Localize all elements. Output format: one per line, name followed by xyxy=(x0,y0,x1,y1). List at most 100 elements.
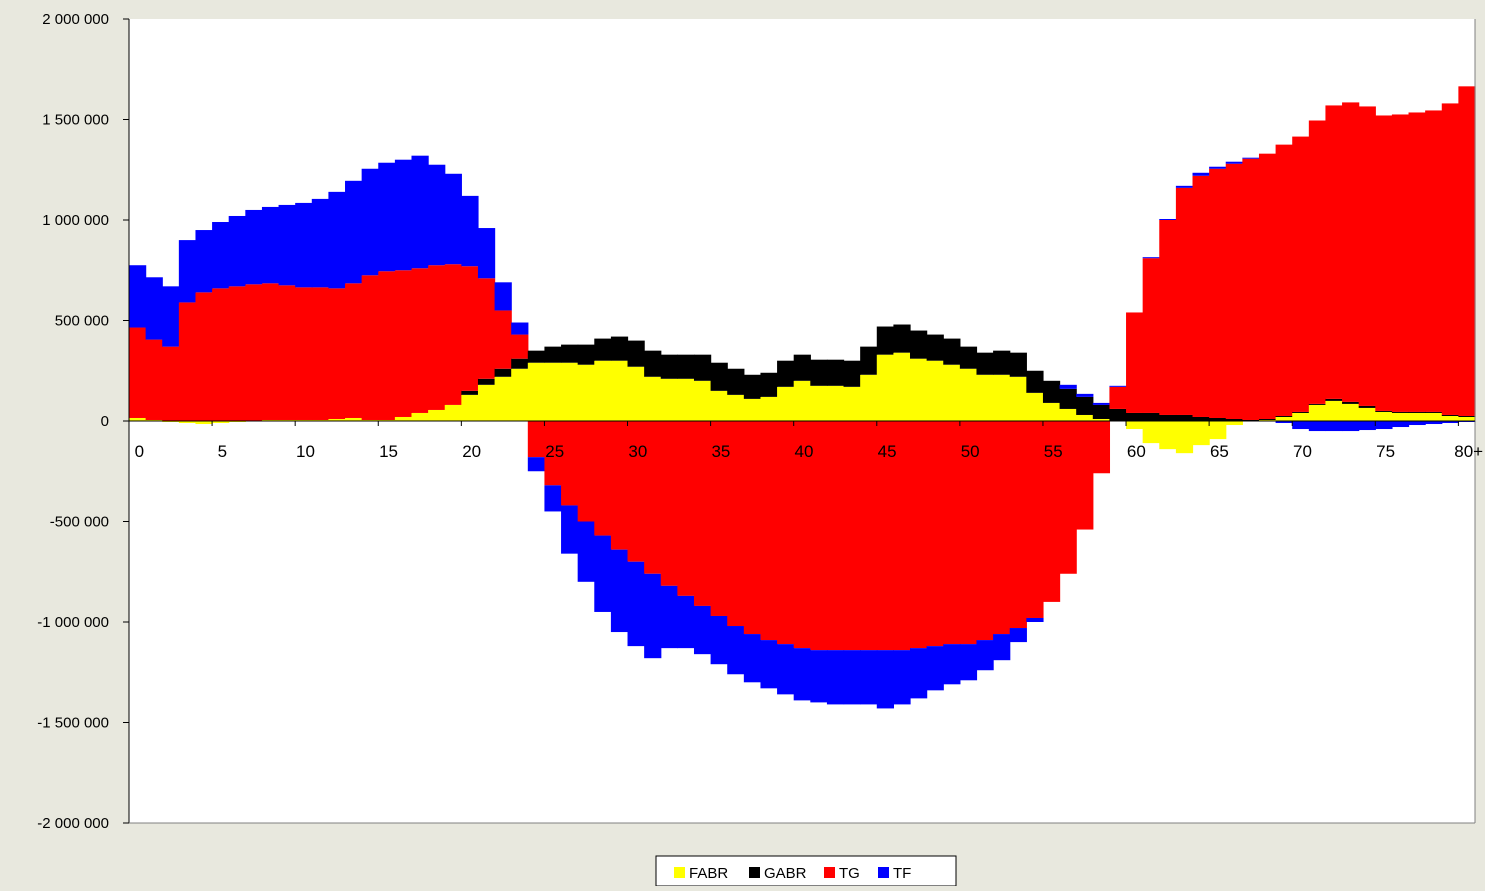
bar-fabr-64 xyxy=(1192,421,1210,446)
bar-tg-10 xyxy=(295,287,313,420)
bar-fabr-58 xyxy=(1092,418,1111,421)
bar-tg-16 xyxy=(394,270,413,417)
bar-tg-4 xyxy=(195,292,213,421)
bar-tg-0 xyxy=(129,327,147,418)
bar-gabr-62 xyxy=(1159,414,1177,421)
bar-tf-59 xyxy=(1109,385,1127,387)
bar-gabr-45 xyxy=(876,326,894,355)
bar-tf-76 xyxy=(1391,421,1410,428)
bar-fabr-38 xyxy=(760,396,778,421)
bar-tg-65 xyxy=(1209,168,1227,418)
bar-tg-38 xyxy=(760,421,778,641)
legend-box xyxy=(655,855,957,887)
x-tick-label: 65 xyxy=(1210,442,1229,461)
bar-fabr-79 xyxy=(1441,415,1459,421)
bar-tf-46 xyxy=(893,650,911,705)
bar-tf-10 xyxy=(295,202,313,288)
bar-tg-61 xyxy=(1142,258,1160,413)
bar-gabr-74 xyxy=(1358,405,1376,408)
bar-tg-29 xyxy=(610,421,629,550)
bar-gabr-53 xyxy=(1009,352,1027,377)
bar-tg-47 xyxy=(910,421,928,649)
y-tick-label: 1 000 000 xyxy=(42,212,109,229)
bar-tf-5 xyxy=(212,222,230,289)
bar-tg-73 xyxy=(1342,102,1360,402)
bar-fabr-69 xyxy=(1275,416,1293,421)
bar-fabr-44 xyxy=(860,374,878,421)
bar-tg-72 xyxy=(1325,105,1343,399)
bar-fabr-74 xyxy=(1358,407,1376,421)
bar-tg-50 xyxy=(959,421,978,645)
bar-fabr-60 xyxy=(1126,421,1144,430)
bar-fabr-63 xyxy=(1175,421,1194,454)
bar-fabr-71 xyxy=(1308,404,1327,421)
bar-tf-1 xyxy=(145,277,163,340)
bar-gabr-51 xyxy=(976,352,994,375)
bar-fabr-25 xyxy=(544,362,562,421)
bar-tg-71 xyxy=(1308,120,1327,404)
bar-gabr-63 xyxy=(1175,414,1194,421)
bar-tf-67 xyxy=(1242,157,1260,159)
bar-tg-1 xyxy=(145,339,163,420)
bar-tf-41 xyxy=(810,650,828,703)
bar-tf-7 xyxy=(245,209,263,285)
bar-tg-54 xyxy=(1026,421,1044,618)
bar-tf-45 xyxy=(876,650,894,709)
bar-gabr-40 xyxy=(793,354,811,381)
bar-tg-76 xyxy=(1391,114,1410,412)
bar-gabr-66 xyxy=(1225,418,1243,421)
x-tick-label: 40 xyxy=(795,442,814,461)
bar-tg-78 xyxy=(1425,110,1443,412)
bar-gabr-28 xyxy=(594,338,612,361)
bar-gabr-31 xyxy=(644,350,662,377)
bar-fabr-27 xyxy=(577,364,595,421)
bar-tf-62 xyxy=(1159,219,1177,220)
bar-gabr-58 xyxy=(1092,404,1111,419)
bar-tf-63 xyxy=(1175,185,1194,188)
bar-tf-61 xyxy=(1142,257,1160,259)
bar-fabr-61 xyxy=(1142,421,1160,444)
bar-tf-35 xyxy=(710,615,728,665)
bar-tf-69 xyxy=(1275,421,1293,424)
bar-tf-44 xyxy=(860,650,878,705)
y-tick-label: 0 xyxy=(101,413,109,430)
bar-tg-30 xyxy=(627,421,645,562)
bar-tf-36 xyxy=(727,626,745,675)
bar-fabr-35 xyxy=(710,390,728,421)
bar-gabr-33 xyxy=(677,354,695,379)
bar-fabr-73 xyxy=(1342,403,1360,421)
bar-tf-32 xyxy=(660,585,678,649)
bar-tg-44 xyxy=(860,421,878,651)
bar-tf-17 xyxy=(411,155,429,269)
bar-fabr-30 xyxy=(627,366,645,421)
bar-fabr-49 xyxy=(943,364,961,421)
legend-label-tg: TG xyxy=(839,865,860,882)
bar-fabr-29 xyxy=(610,360,629,421)
x-tick-label: 60 xyxy=(1127,442,1146,461)
bar-fabr-17 xyxy=(411,412,429,421)
bar-fabr-3 xyxy=(178,421,197,424)
bar-tf-12 xyxy=(328,191,346,289)
bar-tf-11 xyxy=(311,198,330,288)
bar-tg-45 xyxy=(876,421,894,651)
bar-tf-66 xyxy=(1225,161,1243,164)
bar-tf-0 xyxy=(129,265,147,328)
bar-tg-8 xyxy=(261,283,280,420)
bar-gabr-34 xyxy=(693,354,712,381)
bar-fabr-23 xyxy=(511,368,529,421)
bar-tg-34 xyxy=(693,421,712,606)
bar-fabr-57 xyxy=(1076,414,1094,421)
bar-fabr-76 xyxy=(1391,412,1410,421)
bar-tg-17 xyxy=(411,268,429,413)
bar-tg-20 xyxy=(461,266,479,391)
bar-tf-51 xyxy=(976,640,994,671)
bar-tg-19 xyxy=(444,264,462,405)
bar-fabr-75 xyxy=(1375,411,1393,421)
bar-tf-49 xyxy=(943,644,961,685)
bar-fabr-13 xyxy=(345,417,363,421)
bar-gabr-27 xyxy=(577,344,595,365)
x-tick-label: 80+ xyxy=(1454,442,1483,461)
bar-tf-40 xyxy=(793,648,811,701)
bar-tg-42 xyxy=(826,421,845,651)
bar-fabr-24 xyxy=(527,362,546,421)
